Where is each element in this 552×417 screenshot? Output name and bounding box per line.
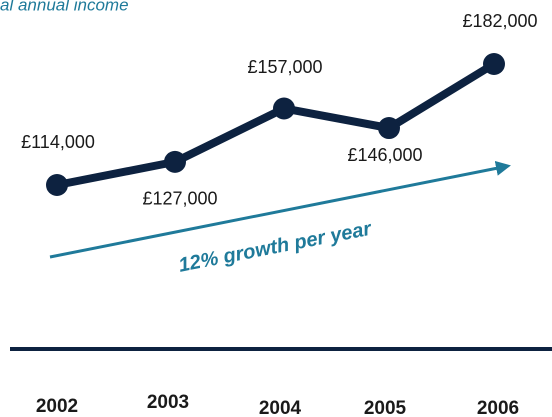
x-tick-label: 2004	[259, 398, 302, 417]
data-point	[378, 117, 400, 140]
data-point	[164, 150, 186, 173]
data-label: £157,000	[247, 57, 322, 77]
x-tick-label: 2005	[364, 398, 407, 417]
data-point	[46, 174, 68, 196]
data-label: £114,000	[21, 132, 95, 152]
data-line	[56, 60, 497, 189]
data-point	[483, 53, 505, 75]
data-label: £182,000	[462, 11, 537, 31]
growth-arrow	[49, 160, 511, 259]
data-label: £127,000	[142, 189, 217, 209]
x-tick-label: 2003	[147, 392, 189, 413]
data-label: £146,000	[347, 145, 422, 165]
x-tick-label: 2006	[477, 398, 519, 417]
data-point	[273, 97, 295, 120]
chart-title: al annual income	[0, 0, 129, 14]
x-tick-label: 2002	[36, 396, 78, 417]
